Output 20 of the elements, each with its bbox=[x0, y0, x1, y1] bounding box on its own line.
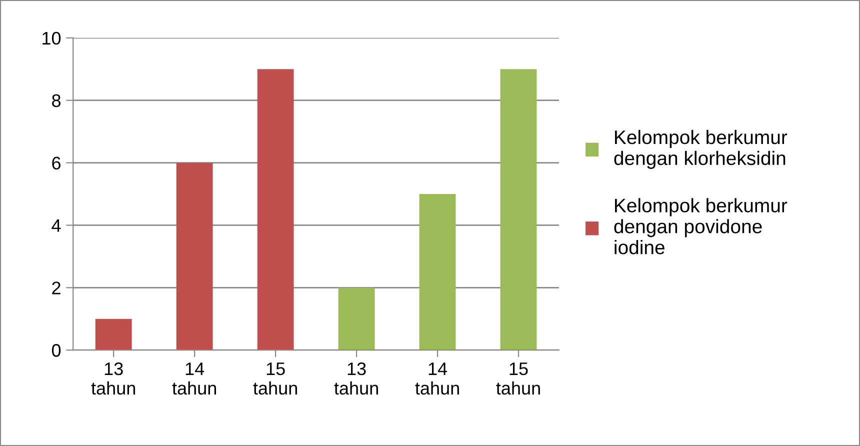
y-tick-label: 4 bbox=[52, 219, 61, 232]
y-tick-label: 10 bbox=[42, 32, 61, 45]
bar bbox=[176, 162, 213, 350]
bar bbox=[500, 69, 537, 350]
x-tick-label: 13 tahun bbox=[334, 362, 378, 395]
x-tick-label: 15 tahun bbox=[253, 362, 297, 395]
x-tick-label: 13 tahun bbox=[91, 362, 136, 395]
bar bbox=[419, 194, 456, 350]
y-tick-label: 8 bbox=[52, 94, 61, 108]
x-tick-label: 15 tahun bbox=[496, 362, 540, 395]
x-tick-label: 14 tahun bbox=[172, 362, 216, 395]
x-tick-label: 14 tahun bbox=[415, 362, 459, 395]
y-tick-label: 2 bbox=[52, 282, 60, 294]
bar bbox=[95, 318, 132, 350]
y-tick-label: 0 bbox=[52, 344, 61, 357]
legend-label: Kelompok berkumur dengan klorheksidin bbox=[614, 130, 788, 169]
bar bbox=[338, 288, 375, 350]
y-tick-label: 6 bbox=[52, 156, 60, 170]
legend-label: Kelompok berkumur dengan povidone iodine bbox=[614, 198, 788, 254]
bar bbox=[257, 69, 294, 350]
